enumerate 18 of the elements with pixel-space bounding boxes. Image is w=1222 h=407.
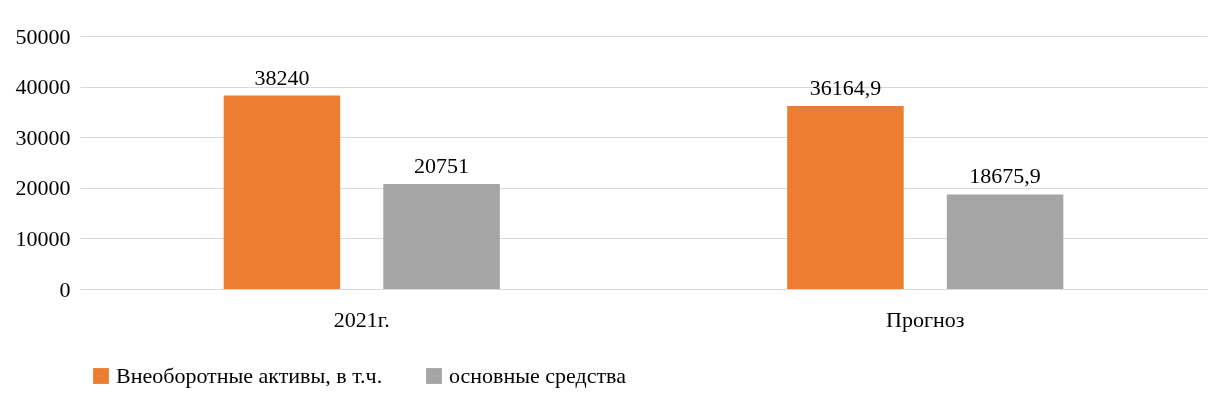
bar [383,184,500,289]
data-label: 38240 [254,64,310,90]
y-tick-label: 0 [59,276,71,302]
x-tick-label: 2021г. [333,306,390,332]
legend-label: Внеоборотные активы, в т.ч. [116,363,383,388]
y-tick-label: 20000 [15,175,71,201]
data-label: 18675,9 [969,163,1041,189]
y-tick-label: 10000 [15,225,71,251]
x-tick-label: Прогноз [886,306,965,332]
y-tick-label: 40000 [15,74,71,100]
y-tick-label: 30000 [15,124,71,150]
bar [787,106,904,289]
y-tick-label: 50000 [15,23,71,49]
data-label: 36164,9 [809,75,882,101]
data-label: 20751 [414,153,470,178]
legend-label: основные средства [449,363,627,388]
bar [946,194,1064,289]
bar [223,95,341,289]
